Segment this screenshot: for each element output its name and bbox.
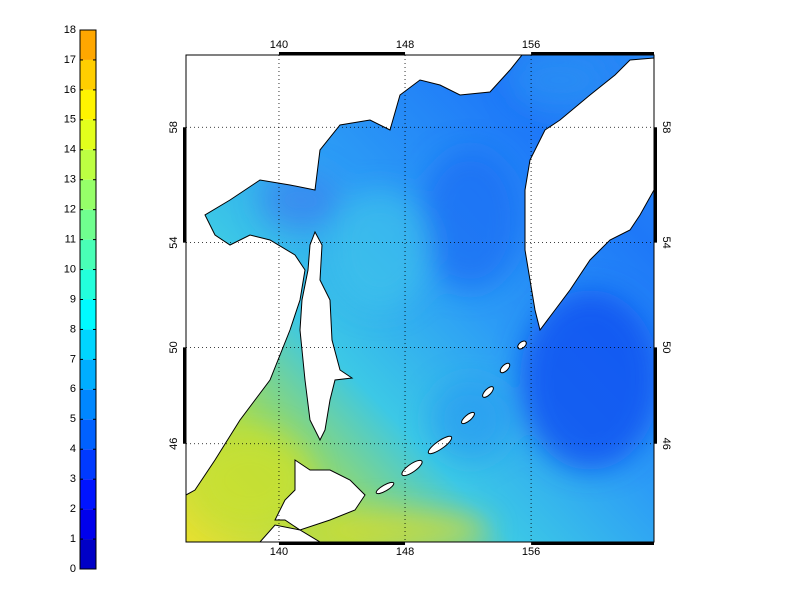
lat-label: 58 bbox=[168, 121, 180, 133]
lon-label: 156 bbox=[522, 546, 540, 558]
map-field bbox=[186, 55, 654, 542]
colorbar-tick-label: 14 bbox=[64, 144, 76, 156]
colorbar-band bbox=[80, 479, 96, 510]
colorbar-band bbox=[80, 419, 96, 450]
colorbar-tick-label: 13 bbox=[64, 174, 76, 186]
colorbar-band bbox=[80, 299, 96, 330]
lon-label: 156 bbox=[522, 39, 540, 51]
lat-label: 46 bbox=[168, 438, 180, 450]
colorbar-tick-label: 4 bbox=[70, 443, 76, 455]
colorbar-band bbox=[80, 89, 96, 120]
colorbar-band bbox=[80, 389, 96, 420]
colorbar-tick-label: 1 bbox=[70, 533, 76, 545]
colorbar-tick-label: 18 bbox=[64, 24, 76, 36]
map-frame bbox=[185, 54, 655, 543]
frame-band bbox=[278, 542, 406, 545]
frame-band bbox=[531, 52, 654, 55]
colorbar-tick-label: 0 bbox=[70, 563, 76, 575]
lon-label: 140 bbox=[270, 546, 288, 558]
colorbar-tick-label: 7 bbox=[70, 353, 76, 365]
colorbar-tick-label: 16 bbox=[64, 84, 76, 96]
kuril-islands bbox=[375, 340, 527, 495]
lat-label: 54 bbox=[660, 237, 672, 249]
colorbar-tick-label: 8 bbox=[70, 323, 76, 335]
colorbar-band bbox=[80, 269, 96, 300]
colorbar-tick-label: 15 bbox=[64, 114, 76, 126]
colorbar-tick-label: 17 bbox=[64, 54, 76, 66]
hokkaido bbox=[274, 459, 366, 531]
colorbar-band bbox=[80, 359, 96, 390]
colorbar-tick-label: 9 bbox=[70, 293, 76, 305]
sakhalin bbox=[299, 230, 354, 442]
colorbar-band bbox=[80, 119, 96, 150]
colorbar-band bbox=[80, 329, 96, 360]
lat-label: 50 bbox=[660, 341, 672, 353]
frame-band bbox=[183, 347, 186, 444]
lat-label: 50 bbox=[168, 341, 180, 353]
lon-label: 140 bbox=[270, 39, 288, 51]
colorbar-band bbox=[80, 539, 96, 569]
mainland bbox=[186, 55, 523, 496]
lat-label: 54 bbox=[168, 237, 180, 249]
colorbar-band bbox=[80, 449, 96, 480]
kamchatka bbox=[524, 57, 654, 332]
honshu bbox=[259, 524, 321, 542]
lon-label: 148 bbox=[396, 39, 414, 51]
colorbar-band bbox=[80, 509, 96, 540]
colorbar-tick-label: 11 bbox=[65, 234, 76, 246]
frame-band bbox=[183, 127, 186, 243]
colorbar-band bbox=[80, 179, 96, 210]
colorbar-tick-label: 12 bbox=[64, 204, 76, 216]
frame-band bbox=[654, 347, 657, 444]
colorbar-band bbox=[80, 30, 96, 60]
colorbar-band bbox=[80, 149, 96, 180]
colorbar-tick-label: 10 bbox=[64, 263, 76, 275]
colorbar-band bbox=[80, 209, 96, 240]
colorbar-tick-label: 5 bbox=[70, 413, 76, 425]
graticule: 140 140 148 148 156 156 46 46 50 50 54 54 58 58 bbox=[168, 39, 672, 558]
lat-label: 46 bbox=[660, 438, 672, 450]
lon-label: 148 bbox=[396, 546, 414, 558]
colorbar-band bbox=[80, 239, 96, 270]
colorbar-tick-label: 3 bbox=[70, 473, 76, 485]
colorbar-tick-label: 2 bbox=[70, 503, 76, 515]
frame-band bbox=[531, 542, 654, 545]
colorbar-tick-label: 6 bbox=[70, 383, 76, 395]
lat-label: 58 bbox=[660, 121, 672, 133]
frame-band bbox=[654, 127, 657, 243]
colorbar-band bbox=[80, 59, 96, 90]
frame-band bbox=[278, 52, 406, 55]
